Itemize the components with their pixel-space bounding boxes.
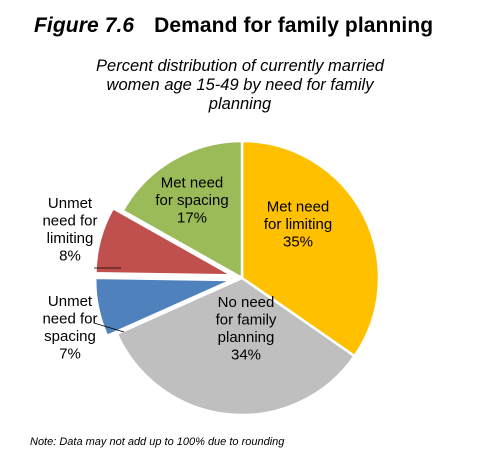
pie-slice xyxy=(93,276,233,338)
chart-note: Note: Data may not add up to 100% due to… xyxy=(30,436,285,448)
pie-slice xyxy=(115,276,357,417)
pie-slice xyxy=(120,139,244,281)
leader-line xyxy=(93,322,125,333)
subtitle-line: planning xyxy=(208,95,272,113)
slice-label: Met need for limiting 35% xyxy=(264,199,332,251)
slice-label: Met need for spacing 17% xyxy=(155,175,228,227)
figure-number: Figure 7.6 xyxy=(34,14,135,37)
pie-slice xyxy=(240,139,381,358)
slice-label: Unmet need for spacing 7% xyxy=(42,293,97,363)
slice-label: No need for family planning 34% xyxy=(216,294,277,364)
chart-subtitle: Percent distribution of currently marrie… xyxy=(40,57,440,114)
subtitle-line: women age 15-49 by need for family xyxy=(106,76,374,94)
figure-title: Figure 7.6 Demand for family planning xyxy=(34,14,433,38)
pie-slice xyxy=(94,206,233,277)
slice-label: Unmet need for limiting 8% xyxy=(42,195,97,265)
subtitle-line: Percent distribution of currently marrie… xyxy=(96,57,384,75)
figure-title-text: Demand for family planning xyxy=(154,14,434,37)
